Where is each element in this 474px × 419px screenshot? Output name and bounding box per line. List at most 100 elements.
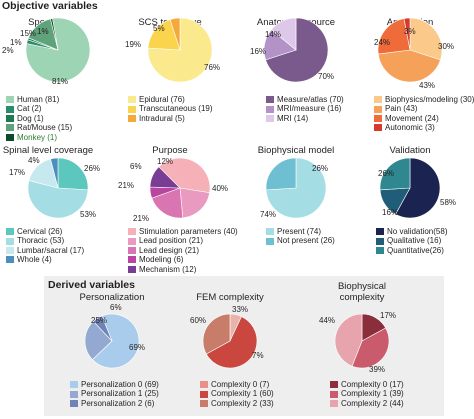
legend-item: Transcutaneous (19) xyxy=(128,104,213,113)
spinal-level-coverage-legend: Cervical (26) Thoracic (53) Lumbar/sacral … xyxy=(6,227,84,265)
legend-label: Present (74) xyxy=(277,227,322,236)
legend-label: Cervical (26) xyxy=(17,227,63,236)
legend-label: Human (81) xyxy=(17,95,60,104)
legend-swatch xyxy=(374,124,382,132)
biophysical-complexity-percent-label: 39% xyxy=(369,365,386,374)
legend-label: Complexity 0 (7) xyxy=(211,380,270,389)
legend-swatch xyxy=(376,228,384,236)
purpose-percent-label: 21% xyxy=(118,181,135,190)
scs-technique-pie xyxy=(147,17,213,83)
application-percent-label: 30% xyxy=(438,42,455,51)
biophysical-model-slice-not-present-26 xyxy=(265,157,297,191)
legend-item: Personalization 2 (6) xyxy=(70,399,159,408)
legend-item: Not present (26) xyxy=(266,236,335,245)
legend-label: Complexity 2 (33) xyxy=(211,398,274,408)
legend-swatch xyxy=(374,105,382,113)
species-percent-label: 1% xyxy=(10,38,22,47)
personalization-pie xyxy=(84,313,140,369)
biophysical-model-percent-label: 74% xyxy=(260,210,277,219)
legend-item: Cervical (26) xyxy=(6,227,84,236)
purpose-slice-mechanism-12 xyxy=(149,166,181,189)
biophysical-model-slice-present-74 xyxy=(265,157,327,219)
validation-legend: No validation(58) Qualitative (16) Quantit… xyxy=(376,227,447,255)
legend-label: Not present (26) xyxy=(277,236,335,246)
purpose-legend: Stimulation parameters (40) Lead position… xyxy=(128,227,238,274)
application-percent-label: 43% xyxy=(419,81,436,90)
legend-item: Dog (1) xyxy=(6,114,72,123)
legend-swatch xyxy=(128,256,136,264)
application-pie xyxy=(377,17,443,83)
legend-item: Modeling (6) xyxy=(128,255,238,264)
spinal-level-coverage-percent-label: 26% xyxy=(84,164,101,173)
derived-variables-heading: Derived variables xyxy=(48,279,135,291)
legend-swatch xyxy=(128,265,136,273)
fem-complexity-legend: Complexity 0 (7) Complexity 1 (60) Complex… xyxy=(200,380,274,408)
personalization-percent-label: 69% xyxy=(129,343,146,352)
scs-technique-percent-label: 5% xyxy=(153,24,165,33)
spinal-level-coverage-slice-cervical-26 xyxy=(57,157,89,191)
personalization-slice-personalization-2-6 xyxy=(92,315,113,342)
legend-item: Lead position (21) xyxy=(128,236,238,245)
objective-variables-heading: Objective variables xyxy=(2,0,98,12)
biophysical-model-pie xyxy=(265,157,327,219)
legend-swatch xyxy=(6,115,14,123)
biophysical-complexity-percent-label: 17% xyxy=(380,311,397,320)
legend-label: Monkey (1) xyxy=(17,132,58,142)
biophysical-complexity-percent-label: 44% xyxy=(319,316,336,325)
biophysical-model-percent-label: 26% xyxy=(312,164,329,173)
legend-label: Rat/Mouse (15) xyxy=(17,123,73,133)
validation-slice-quantitative-26 xyxy=(379,157,411,191)
purpose-percent-label: 12% xyxy=(157,157,174,166)
legend-label: MRI (14) xyxy=(277,113,309,123)
legend-item: Quantitative(26) xyxy=(376,246,447,255)
spinal-level-coverage-slice-thoracic-53 xyxy=(27,180,89,219)
legend-label: Thoracic (53) xyxy=(17,236,65,246)
legend-item: Complexity 0 (17) xyxy=(330,380,404,389)
legend-item: Lead design (21) xyxy=(128,246,238,255)
legend-item: Complexity 1 (60) xyxy=(200,389,274,398)
legend-swatch xyxy=(128,228,136,236)
legend-swatch xyxy=(6,228,14,236)
legend-item: Complexity 2 (44) xyxy=(330,399,404,408)
fem-complexity-pie xyxy=(202,313,258,369)
fem-complexity-percent-label: 60% xyxy=(190,316,207,325)
legend-item: Epidural (76) xyxy=(128,95,213,104)
legend-swatch xyxy=(70,390,78,398)
legend-swatch xyxy=(6,133,14,141)
personalization-slice-personalization-1-25 xyxy=(84,321,113,361)
legend-label: MRI/measure (16) xyxy=(277,104,342,114)
validation-percent-label: 16% xyxy=(382,208,399,217)
purpose-percent-label: 21% xyxy=(133,214,150,223)
legend-swatch xyxy=(266,237,274,245)
legend-label: Measure/atlas (70) xyxy=(277,95,344,104)
legend-item: Pain (43) xyxy=(374,104,474,113)
anatomical-source-percent-label: 70% xyxy=(318,72,335,81)
scs-technique-slice-intradural-5 xyxy=(169,17,181,51)
legend-item: Monkey (1) xyxy=(6,133,72,142)
spinal-level-coverage-percent-label: 17% xyxy=(9,168,26,177)
species-pie xyxy=(25,17,91,83)
legend-label: Lumbar/sacral (17) xyxy=(17,245,85,255)
legend-swatch xyxy=(128,115,136,123)
legend-item: Mechanism (12) xyxy=(128,265,238,274)
legend-item: Biophysics/modeling (30) xyxy=(374,95,474,104)
legend-item: Stimulation parameters (40) xyxy=(128,227,238,236)
personalization-slice-personalization-0-69 xyxy=(92,313,140,369)
biophysical-complexity-slice-complexity-1-39 xyxy=(351,327,390,369)
personalization-legend: Personalization 0 (69) Personalization 1 … xyxy=(70,380,159,408)
legend-label: Pain (43) xyxy=(385,104,418,114)
anatomical-source-slice-measure-atlas-70 xyxy=(265,17,329,83)
legend-item: Personalization 1 (25) xyxy=(70,389,159,398)
legend-label: Complexity 2 (44) xyxy=(341,398,404,408)
legend-label: Qualitative (16) xyxy=(387,236,442,246)
legend-item: Present (74) xyxy=(266,227,335,236)
scs-technique-percent-label: 19% xyxy=(125,40,142,49)
spinal-level-coverage-title: Spinal level coverage xyxy=(2,145,94,156)
legend-item: Movement (24) xyxy=(374,114,474,123)
legend-swatch xyxy=(6,96,14,104)
legend-label: Complexity 0 (17) xyxy=(341,380,404,389)
legend-swatch xyxy=(128,247,136,255)
legend-swatch xyxy=(70,400,78,408)
legend-label: Movement (24) xyxy=(385,113,439,123)
legend-label: Lead position (21) xyxy=(139,236,204,246)
